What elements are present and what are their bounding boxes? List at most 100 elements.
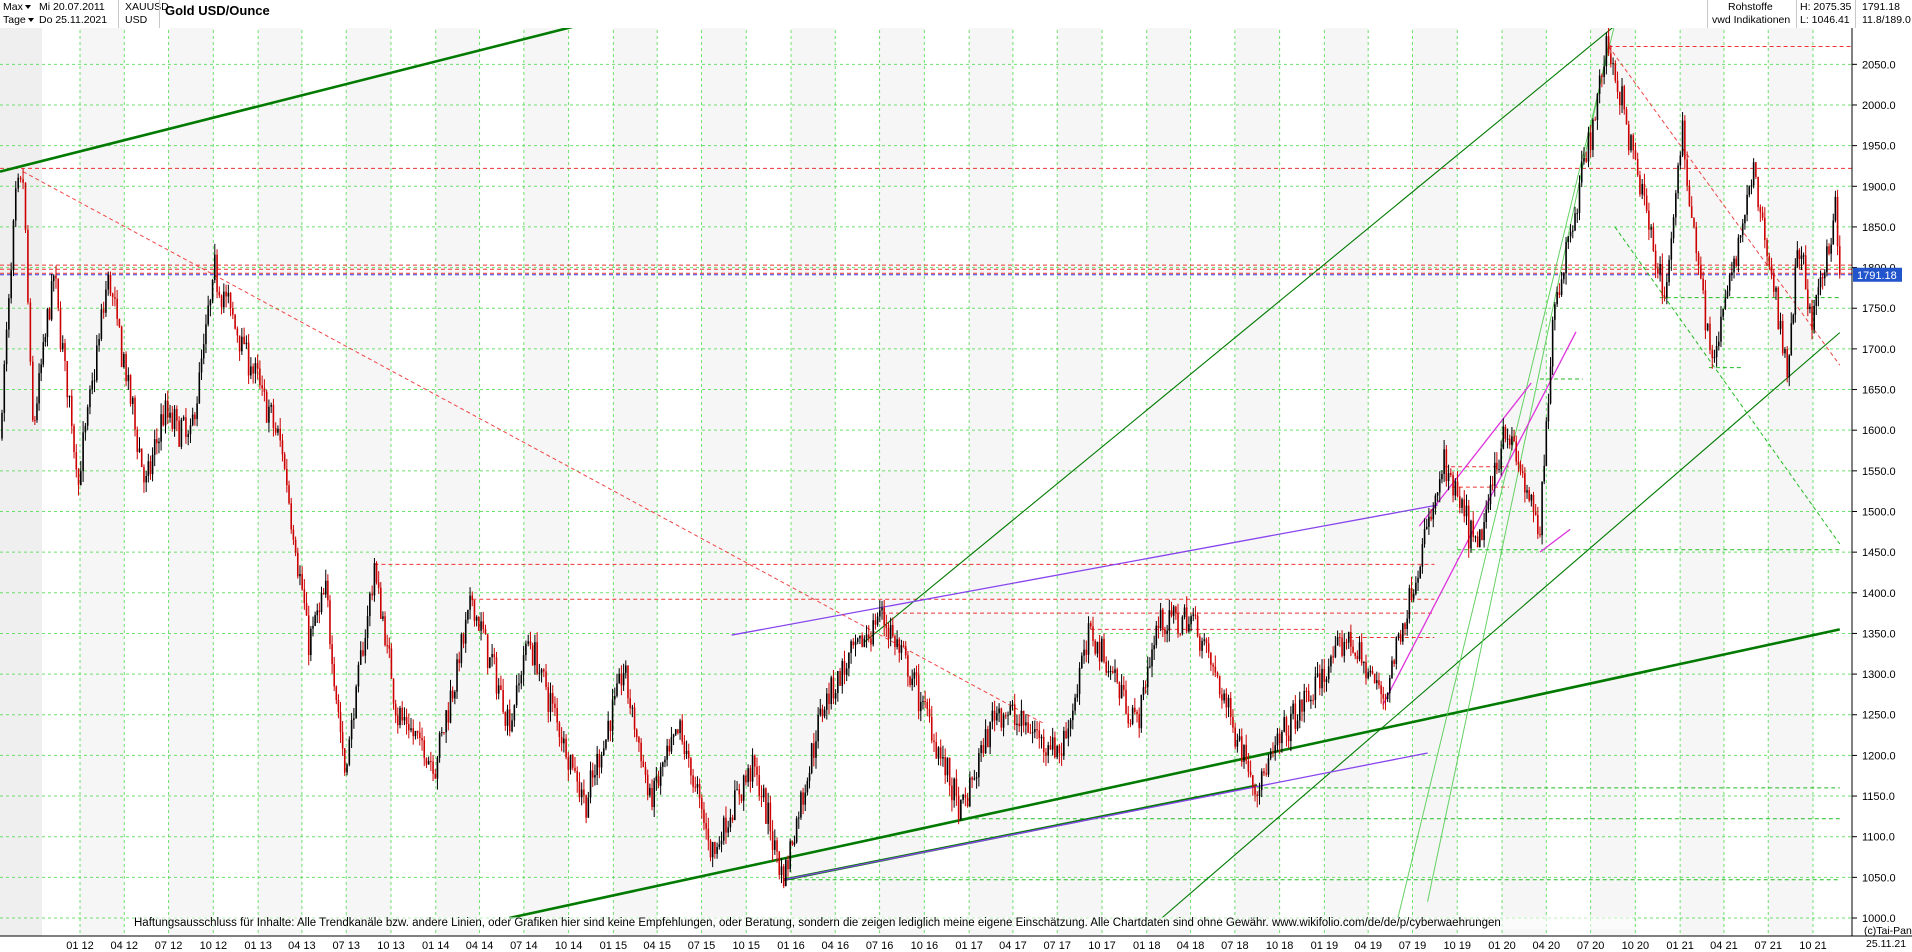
- candle-body: [1663, 295, 1666, 298]
- candle-body: [1744, 214, 1746, 224]
- candle-body: [1481, 529, 1483, 541]
- y-tick-label: 1700.0: [1862, 344, 1896, 356]
- candle-body: [263, 388, 266, 392]
- candle-body: [1343, 642, 1346, 656]
- candle-body: [432, 761, 434, 774]
- candle-body: [554, 703, 556, 709]
- header-divider: [118, 0, 119, 28]
- candle-body: [1085, 649, 1088, 655]
- candle-body: [837, 671, 839, 693]
- candle-body: [933, 740, 935, 743]
- candle-body: [145, 475, 147, 483]
- candle-body: [1668, 259, 1670, 283]
- x-tick-label: 01 12: [66, 940, 94, 952]
- candle-body: [1020, 710, 1023, 727]
- candle-body: [782, 866, 785, 887]
- candle-body: [576, 771, 579, 782]
- candle-body: [700, 798, 703, 810]
- candle-body: [1641, 184, 1643, 195]
- candle-body: [1058, 745, 1061, 754]
- candle-body: [1199, 636, 1201, 651]
- candle-body: [635, 729, 638, 738]
- candle-body: [1517, 461, 1520, 465]
- candle-body: [1081, 655, 1083, 668]
- x-tick-label: 01 18: [1133, 940, 1161, 952]
- candle-body: [1690, 206, 1693, 219]
- interval-selector[interactable]: Tage: [3, 14, 34, 27]
- candle-body: [898, 639, 901, 653]
- candle-body: [1227, 697, 1230, 708]
- candle-body: [1722, 308, 1724, 317]
- x-tick-label: 01 13: [244, 940, 272, 952]
- candle-body: [1428, 516, 1430, 527]
- candle-body: [307, 615, 310, 656]
- y-tick-label: 1750.0: [1862, 303, 1896, 315]
- candle-body: [760, 795, 763, 798]
- candle-body: [1332, 656, 1334, 658]
- candle-body: [765, 788, 767, 824]
- candle-body: [1605, 36, 1608, 67]
- candle-body: [1051, 737, 1054, 750]
- range-selector[interactable]: Max: [3, 1, 31, 14]
- candle-body: [1089, 623, 1092, 627]
- candle-body: [1461, 499, 1463, 508]
- candle-body: [1252, 775, 1254, 787]
- candle-body: [134, 397, 136, 430]
- candle-body: [649, 787, 651, 796]
- candle-body: [1127, 713, 1130, 724]
- candle-body: [445, 710, 447, 733]
- candle-body: [1612, 63, 1614, 65]
- candle-body: [870, 638, 872, 645]
- candle-body: [162, 414, 165, 426]
- candle-body: [955, 778, 958, 796]
- x-tick-label: 04 20: [1533, 940, 1561, 952]
- candle-body: [1704, 290, 1707, 331]
- symbol: XAUUSD: [125, 1, 169, 13]
- candle-body: [920, 701, 922, 712]
- candle-body: [1045, 752, 1047, 756]
- candle-body: [1159, 609, 1162, 629]
- candle-body: [962, 794, 964, 800]
- candle-body: [1724, 298, 1727, 309]
- candle-body: [138, 448, 141, 452]
- candle-body: [1430, 516, 1432, 520]
- y-tick-label: 1300.0: [1862, 669, 1896, 681]
- x-tick-label: 04 14: [466, 940, 494, 952]
- x-tick-label: 07 17: [1043, 940, 1071, 952]
- candle-body: [1792, 314, 1795, 324]
- candle-body: [874, 620, 877, 625]
- candle-body: [390, 648, 393, 679]
- candle-body: [229, 292, 232, 308]
- candle-body: [685, 750, 688, 754]
- y-tick-label: 1200.0: [1862, 750, 1896, 762]
- candle-body: [1067, 728, 1070, 739]
- candle-body: [946, 757, 949, 776]
- candle-body: [1386, 693, 1389, 700]
- candle-body: [1621, 86, 1623, 106]
- candle-body: [727, 827, 729, 833]
- candle-body: [1373, 673, 1376, 684]
- candle-body: [1234, 727, 1236, 747]
- candle-body: [105, 289, 107, 313]
- candle-body: [44, 337, 47, 343]
- candle-body: [1399, 634, 1402, 642]
- candle-body: [1151, 649, 1153, 667]
- trend-line: [1161, 332, 1841, 919]
- candle-body: [1109, 671, 1112, 673]
- candle-body: [545, 671, 547, 688]
- candle-body: [305, 603, 308, 616]
- candle-body: [1526, 490, 1528, 493]
- last-price-badge-label: 1791.18: [1857, 270, 1897, 282]
- candle-body: [1445, 449, 1448, 482]
- candle-body: [1688, 185, 1691, 207]
- candle-body: [1802, 255, 1805, 257]
- candle-body: [624, 665, 627, 673]
- candle-body: [77, 469, 80, 486]
- candle-body: [191, 414, 194, 426]
- candle-body: [926, 702, 929, 709]
- candle-body: [1809, 306, 1811, 309]
- candle-body: [1069, 720, 1072, 729]
- candle-body: [1120, 685, 1123, 699]
- y-tick-label: 1650.0: [1862, 385, 1896, 397]
- candle-body: [975, 777, 978, 779]
